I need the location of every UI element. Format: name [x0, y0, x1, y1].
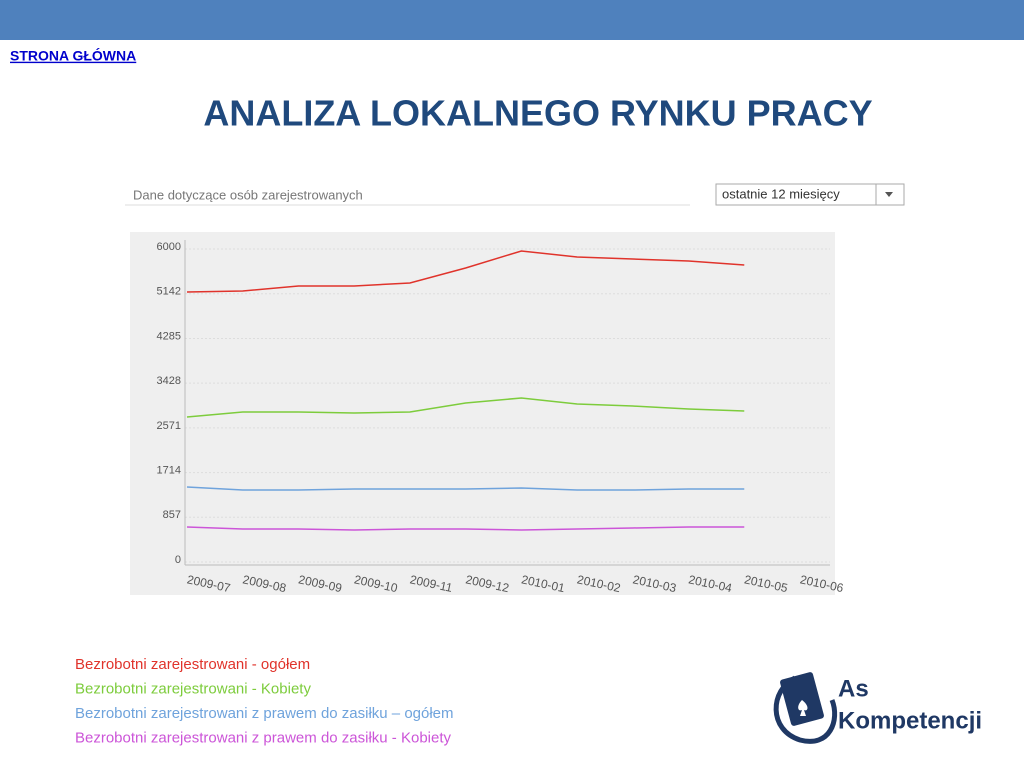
series-line	[186, 250, 745, 293]
y-tick-label: 4285	[157, 330, 181, 342]
legend-entry: Bezrobotni zarejestrowani - ogółem	[75, 656, 310, 673]
legend: Bezrobotni zarejestrowani - ogółem Bezrob…	[75, 656, 454, 747]
slide-title: ANALIZA LOKALNEGO RYNKU PRACY	[203, 93, 872, 134]
legend-entry: Bezrobotni zarejestrowani z prawem do za…	[75, 705, 454, 722]
logo-line2: Kompetencji	[838, 707, 982, 734]
logo-line1: As	[838, 675, 869, 702]
dropdown[interactable]	[715, 183, 905, 206]
logo: As Kompetencji	[773, 672, 982, 744]
logo-card	[780, 672, 824, 726]
top-bar	[0, 0, 1024, 40]
y-tick-label: 2571	[157, 420, 181, 432]
legend-entry: Bezrobotni zarejestrowani - Kobiety	[75, 680, 311, 697]
dropdown-text: ostatnie 12 miesięcy	[722, 186, 840, 201]
legend-entry: Bezrobotni zarejestrowani z prawem do za…	[75, 729, 452, 746]
y-tick-label: 857	[163, 509, 181, 521]
y-tick-label: 6000	[157, 241, 181, 253]
series-line	[186, 526, 745, 531]
y-tick-label: 1714	[157, 464, 181, 476]
dropdown-arrow	[885, 192, 893, 197]
widget-caption: Dane dotyczące osób zarejestrowanych	[133, 187, 363, 202]
chart-background	[130, 232, 835, 595]
y-tick-label: 3428	[157, 375, 181, 387]
series-line	[186, 397, 745, 418]
y-tick-label: 0	[175, 554, 181, 566]
logo-ring	[773, 675, 838, 744]
series-line	[186, 486, 745, 491]
home-link[interactable]: STRONA GŁÓWNA	[10, 47, 136, 64]
logo-spade	[798, 700, 808, 716]
y-tick-label: 5142	[157, 286, 181, 298]
